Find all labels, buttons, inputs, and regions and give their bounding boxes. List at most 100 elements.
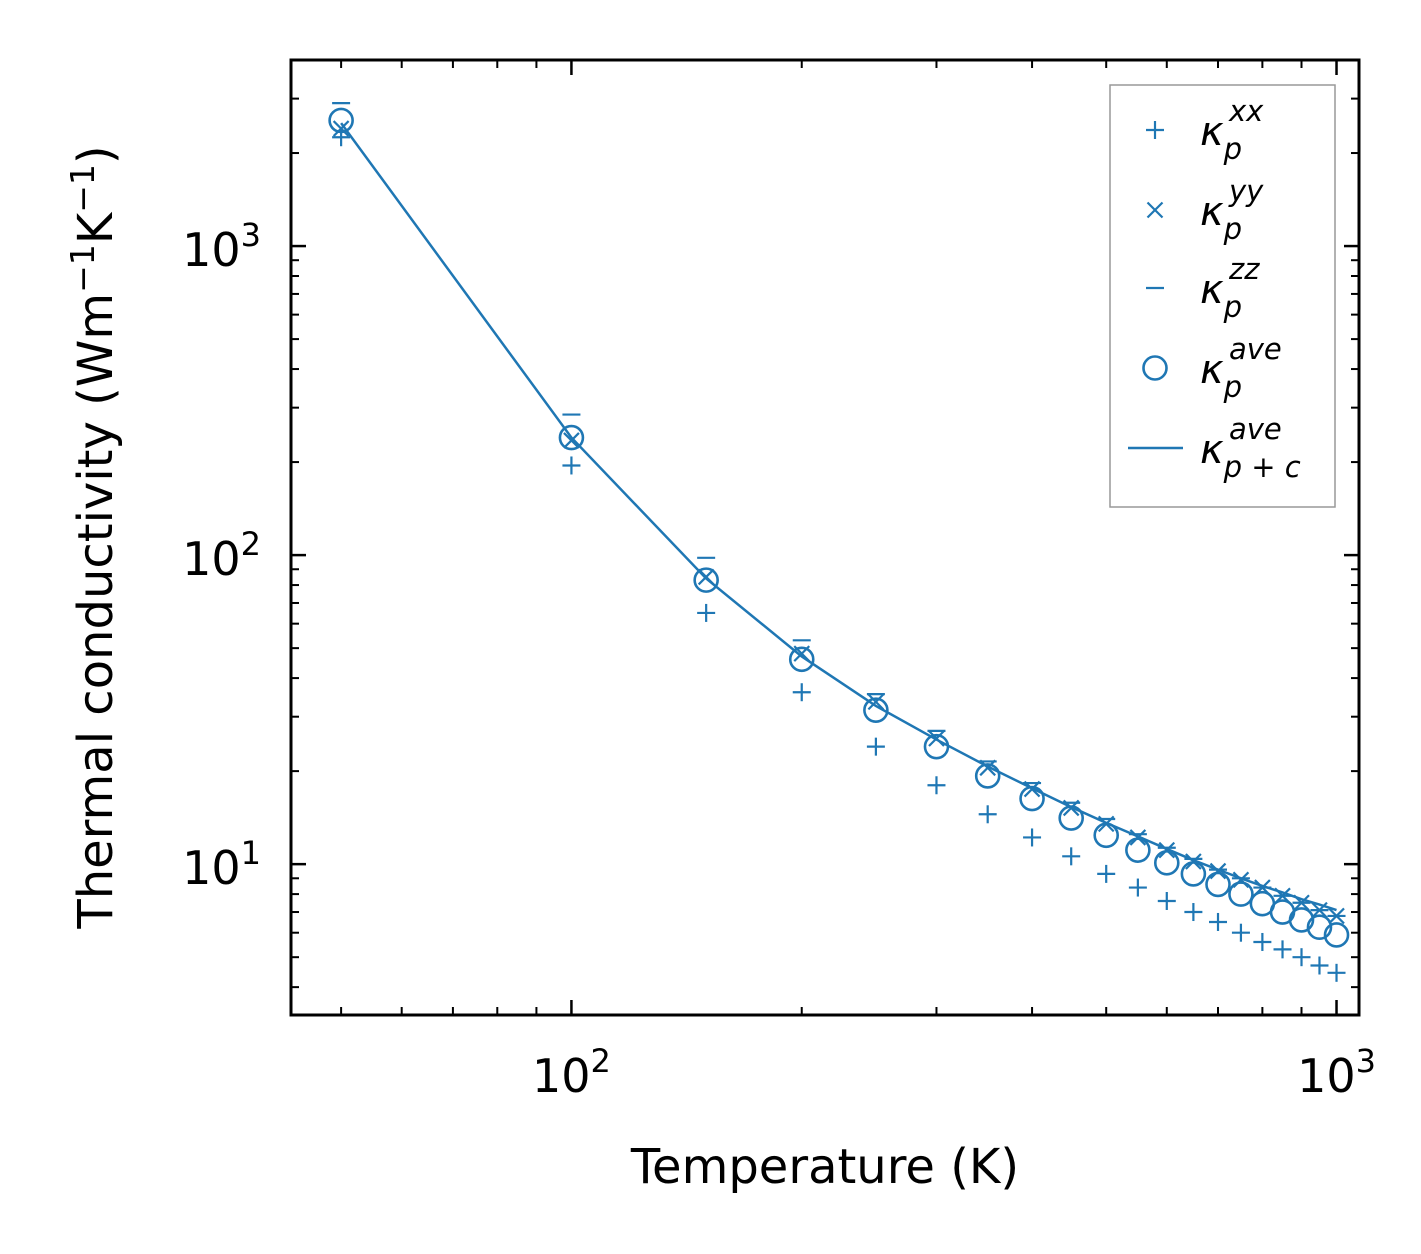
data-point — [1209, 862, 1227, 880]
legend-superscript: xx — [1228, 94, 1264, 128]
data-point — [1273, 940, 1292, 959]
x-tick-label-exp: 2 — [591, 1042, 611, 1080]
data-point — [1306, 914, 1333, 941]
legend-label: κp zz — [1200, 252, 1260, 324]
y-tick-label: 103 — [182, 216, 261, 277]
plot-area — [328, 102, 1350, 982]
y-tick-label-base: 10 — [182, 841, 241, 895]
x-tick-label-base: 10 — [1297, 1049, 1356, 1103]
legend-entry: κp + c ave — [1128, 412, 1301, 484]
data-point — [332, 120, 350, 137]
legend-symbol: κ — [1200, 427, 1224, 473]
y-axis-label-main: Thermal conductivity (Wm — [68, 293, 124, 930]
data-point — [867, 693, 885, 711]
data-point — [1157, 891, 1176, 910]
data-point — [863, 697, 889, 723]
data-point — [1327, 963, 1346, 982]
data-point — [1205, 871, 1231, 898]
data-point — [1253, 932, 1272, 951]
legend-symbol: κ — [1200, 189, 1224, 235]
legend-entry: κp yy — [1146, 174, 1264, 246]
data-point — [974, 763, 1001, 789]
legend-subscript: p — [1223, 132, 1242, 166]
data-point — [1153, 850, 1180, 876]
x-tick-label-base: 10 — [532, 1049, 591, 1103]
y-axis-label-mid: K — [68, 211, 124, 244]
legend-marker — [1142, 355, 1168, 381]
legend-entry: κp ave — [1142, 332, 1282, 404]
x-tick-label: 103 — [1297, 1042, 1376, 1103]
data-point — [866, 737, 885, 756]
legend-symbol: κ — [1200, 109, 1224, 155]
data-point — [1023, 828, 1042, 847]
y-tick-label-exp: 3 — [241, 216, 261, 254]
x-axis-label: Temperature (K) — [630, 1139, 1019, 1195]
data-point — [1323, 922, 1350, 948]
y-tick-label: 102 — [182, 525, 261, 586]
data-point — [563, 432, 580, 449]
series-line — [340, 122, 1337, 912]
legend-symbol: κ — [1200, 267, 1224, 313]
data-point — [1231, 923, 1250, 942]
data-point — [562, 456, 581, 475]
legend-marker — [1146, 121, 1164, 139]
data-point — [788, 646, 815, 673]
y-axis-label-sup1: −1 — [63, 244, 102, 293]
legend-entry: κp xx — [1146, 94, 1264, 166]
y-tick-label-base: 10 — [182, 223, 241, 277]
legend-label: κp ave — [1200, 332, 1282, 404]
legend-subscript: p + c — [1223, 450, 1301, 484]
data-point — [1184, 903, 1203, 922]
legend-subscript: p — [1223, 212, 1242, 246]
data-point — [1180, 861, 1207, 887]
data-point — [1228, 881, 1254, 907]
data-point — [697, 603, 716, 622]
data-point — [1310, 956, 1329, 975]
legend-marker — [1146, 201, 1164, 219]
data-point — [792, 683, 811, 702]
legend-subscript: p — [1223, 370, 1242, 404]
y-axis-label: Thermal conductivity (Wm−1K−1) — [63, 145, 124, 929]
data-point — [1288, 907, 1315, 933]
legend-label: κp xx — [1200, 94, 1264, 166]
legend-superscript: yy — [1228, 174, 1264, 208]
data-point — [328, 107, 354, 134]
data-point — [1209, 912, 1228, 931]
legend-superscript: ave — [1229, 412, 1282, 446]
x-tick-label-exp: 3 — [1356, 1042, 1376, 1080]
y-tick-label-base: 10 — [182, 532, 241, 586]
data-point — [1125, 837, 1151, 863]
data-point — [1062, 847, 1081, 866]
y-tick-label-exp: 1 — [241, 834, 261, 872]
x-tick-label: 102 — [532, 1042, 611, 1103]
data-point — [978, 805, 997, 824]
y-tick-label-exp: 2 — [241, 525, 261, 563]
y-axis-label-end: ) — [68, 145, 124, 164]
legend-label: κp yy — [1200, 174, 1264, 246]
legend-symbol: κ — [1200, 347, 1224, 393]
x-marker-b — [1146, 201, 1164, 219]
data-point — [1097, 864, 1116, 883]
x-marker-b — [563, 432, 580, 449]
x-marker-b — [332, 120, 350, 137]
legend-subscript: p — [1223, 290, 1242, 324]
data-point — [927, 776, 946, 795]
legend-frame — [1109, 84, 1336, 508]
data-point — [558, 424, 585, 451]
x-marker-b — [867, 693, 885, 711]
series-ave — [328, 107, 1350, 948]
data-point — [693, 567, 719, 593]
x-marker-b — [1209, 862, 1227, 880]
legend-superscript: ave — [1229, 332, 1282, 366]
y-axis-label-sup2: −1 — [63, 164, 102, 213]
legend-entry: κp zz — [1146, 252, 1260, 324]
legend-label: κp + c ave — [1200, 412, 1301, 484]
data-point — [1128, 878, 1147, 897]
major-ticks — [291, 60, 1359, 1015]
y-tick-label: 101 — [182, 834, 261, 895]
data-point — [1292, 948, 1311, 967]
legend-superscript: zz — [1228, 252, 1260, 286]
